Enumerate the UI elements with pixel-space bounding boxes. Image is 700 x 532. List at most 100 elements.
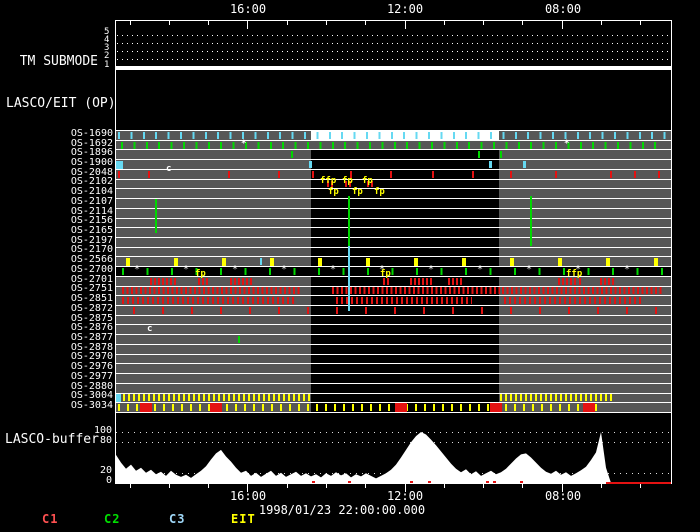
row-band-mid — [311, 168, 499, 179]
plot-annotation: * — [564, 139, 570, 149]
tick-mark — [555, 170, 557, 178]
legend-c2: C2 — [104, 512, 121, 526]
row-separator — [115, 315, 671, 316]
tick-mark — [206, 277, 208, 285]
os-row-label: OS-3004 — [70, 390, 113, 402]
buffer-gap-red-line — [606, 482, 671, 484]
os-row-label: OS-2104 — [70, 186, 113, 198]
tm-scale-5: 5 — [104, 27, 110, 37]
legend-c3: C3 — [169, 512, 186, 526]
row-separator — [115, 130, 671, 131]
tick-mark — [140, 403, 152, 413]
asterisk-mark: * — [624, 264, 631, 275]
tm-dotted-level — [117, 35, 670, 36]
tick-mark — [583, 403, 595, 413]
row-separator — [115, 159, 671, 160]
row-separator — [115, 412, 671, 413]
tick-mark — [349, 180, 351, 187]
tick-mark — [228, 170, 230, 178]
tick-burst — [448, 277, 464, 285]
lasco-eit-op-title: LASCO/EIT (OP) — [6, 96, 116, 111]
plot-annotation: fp — [352, 187, 363, 197]
row-separator — [115, 140, 671, 141]
right-axis-line — [671, 20, 672, 483]
tick-burst — [558, 277, 574, 285]
os-row-label: OS-2976 — [70, 361, 113, 373]
tick-mark — [260, 258, 262, 266]
top-major-tick — [561, 20, 563, 29]
row-separator — [115, 149, 671, 150]
bottom-axis-line — [115, 483, 672, 484]
buffer-area-chart — [115, 425, 671, 483]
tm-scale-4: 4 — [104, 35, 110, 45]
row-band-right — [499, 363, 671, 374]
event-vline — [348, 246, 350, 311]
tm-scale-2: 2 — [104, 51, 110, 61]
buffer-ytick-0: 0 — [105, 475, 112, 486]
tick-mark — [367, 180, 369, 187]
row-band-mid — [311, 314, 499, 325]
top-minor-tick — [168, 20, 170, 25]
buffer-ytick-20: 20 — [99, 465, 112, 476]
row-band-mid — [311, 149, 499, 160]
row-separator — [115, 334, 671, 335]
asterisk-mark: * — [477, 264, 484, 275]
row-band-left — [115, 246, 311, 257]
row-separator — [115, 324, 671, 325]
asterisk-mark: * — [183, 264, 190, 275]
row-band-left — [115, 236, 311, 247]
tick-mark — [350, 170, 352, 178]
buffer-red-tick — [520, 481, 523, 483]
row-band-mid — [311, 363, 499, 374]
row-band-mid — [311, 178, 499, 189]
row-band-right — [499, 178, 671, 189]
buffer-red-tick — [410, 481, 413, 483]
os-row-label: OS-2114 — [70, 205, 113, 217]
buffer-red-tick — [493, 481, 496, 483]
tick-mark — [500, 151, 502, 159]
os-row-label: OS-2197 — [70, 234, 113, 246]
tick-burst — [502, 287, 662, 295]
asterisk-mark: * — [428, 264, 435, 275]
bottom-minor-tick — [640, 483, 641, 488]
row-band-left — [115, 149, 311, 160]
row-band-mid — [311, 275, 499, 286]
row-band-mid — [311, 324, 499, 335]
os-row-label: OS-2048 — [70, 166, 113, 178]
buffer-ytick-80: 80 — [99, 435, 112, 446]
row-separator — [115, 383, 671, 384]
top-axis-label-12: 12:00 — [386, 2, 424, 16]
plot-annotation: fp — [380, 269, 391, 279]
os-row-label: OS-2107 — [70, 195, 113, 207]
plot-annotation: ffp — [320, 176, 337, 186]
plot-annotation: ffp — [566, 269, 583, 279]
legend-c1: C1 — [42, 512, 59, 526]
plot-annotation: fp — [328, 187, 339, 197]
tick-burst — [504, 297, 644, 305]
bottom-minor-tick — [522, 483, 524, 488]
top-minor-tick — [129, 20, 131, 25]
tick-mark — [371, 180, 373, 187]
bottom-minor-tick — [129, 483, 131, 488]
tick-burst — [410, 277, 432, 285]
tick-mark — [210, 403, 222, 413]
row-band-mid — [311, 217, 499, 228]
top-major-tick — [404, 20, 406, 29]
tick-mark — [610, 170, 612, 178]
os-row-label: OS-2877 — [70, 332, 113, 343]
plot-annotation: * — [241, 139, 247, 149]
plot-annotation: c — [166, 164, 172, 174]
tm-dotted-level — [117, 43, 670, 44]
row-band-mid — [311, 227, 499, 237]
bottom-axis-label-08: 08:00 — [544, 489, 582, 503]
os-row-label: OS-3034 — [70, 400, 113, 412]
row-band-mid — [311, 188, 499, 199]
tick-burst — [600, 277, 616, 285]
tick-mark — [345, 180, 347, 187]
row-separator — [115, 402, 671, 403]
row-band-left — [115, 373, 311, 383]
os-row-label: OS-2878 — [70, 341, 113, 353]
row-band-left — [115, 217, 311, 228]
tick-mark — [148, 170, 150, 178]
